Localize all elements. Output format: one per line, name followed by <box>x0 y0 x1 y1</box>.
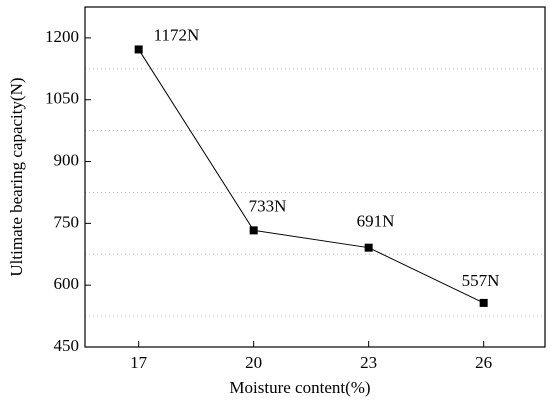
data-label: 1172N <box>154 25 200 44</box>
y-tick-label: 1200 <box>45 27 79 46</box>
point-marker <box>249 226 258 235</box>
y-tick-label: 750 <box>54 212 80 231</box>
x-tick-label: 26 <box>475 353 492 372</box>
series-line <box>138 49 484 304</box>
x-tick-label: 20 <box>245 353 262 372</box>
data-label: 691N <box>357 212 395 231</box>
x-axis-title: Moisture content(%) <box>229 378 370 397</box>
x-tick-label: 23 <box>360 353 377 372</box>
y-tick-label: 900 <box>54 150 80 169</box>
point-marker <box>134 45 143 54</box>
data-label: 557N <box>462 271 500 290</box>
y-tick-label: 600 <box>54 274 80 293</box>
x-tick-label: 17 <box>130 353 148 372</box>
point-marker <box>479 298 488 307</box>
y-tick-label: 1050 <box>45 89 79 108</box>
point-marker <box>364 243 373 252</box>
plot-frame <box>84 6 546 348</box>
data-label: 733N <box>249 196 287 215</box>
y-axis-title: Ultimate bearing capacity(N) <box>7 77 26 276</box>
y-tick-label: 450 <box>54 336 80 355</box>
